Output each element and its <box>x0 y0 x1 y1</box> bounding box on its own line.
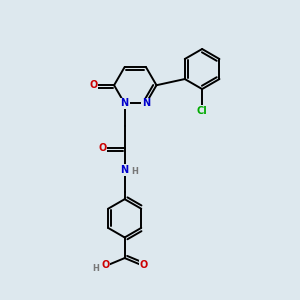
Text: N: N <box>121 98 129 109</box>
Text: N: N <box>121 165 129 175</box>
Text: H: H <box>92 264 99 273</box>
Text: Cl: Cl <box>197 106 208 116</box>
Text: H: H <box>131 167 138 176</box>
Text: O: O <box>101 260 110 270</box>
Text: O: O <box>140 260 148 270</box>
Text: N: N <box>142 98 150 109</box>
Text: O: O <box>98 142 107 153</box>
Text: O: O <box>89 80 98 90</box>
